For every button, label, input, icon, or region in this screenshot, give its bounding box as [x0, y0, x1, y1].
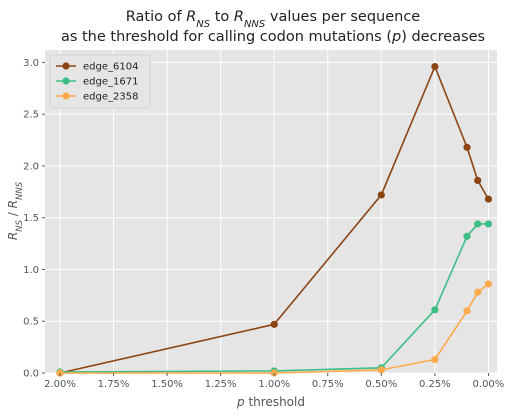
legend-frame: [49, 54, 151, 109]
legend-marker: [62, 62, 70, 70]
title-part: Ratio of: [126, 9, 186, 25]
title-part: R: [186, 9, 196, 25]
y-tick-label: 3.0: [23, 58, 39, 69]
ylabel-part: NS: [15, 219, 25, 231]
chart-title-line1: Ratio of RNS to RNNS values per sequence: [126, 9, 421, 30]
legend-item: edge_2358: [56, 92, 138, 103]
legend: edge_6104 edge_1671 edge_2358: [49, 54, 151, 109]
x-tick-label: 0.00%: [473, 379, 505, 390]
title-part: NS: [196, 19, 210, 30]
data-point: [377, 191, 385, 199]
y-tick-label: 2.5: [23, 110, 39, 121]
x-tick-label: 1.50%: [151, 379, 183, 390]
y-tick-label: 1.5: [23, 213, 39, 224]
data-point: [463, 143, 471, 151]
title-part: as the threshold for calling codon mutat…: [61, 29, 392, 45]
ylabel-part: R: [6, 232, 20, 240]
data-point: [463, 307, 471, 315]
title-part: ) decreases: [401, 29, 485, 45]
legend-item: edge_1671: [56, 77, 138, 88]
x-tick-label: 2.00%: [44, 379, 76, 390]
title-part: to: [210, 9, 234, 25]
chart-title-line2: as the threshold for calling codon mutat…: [61, 29, 485, 45]
data-point: [474, 288, 482, 296]
y-tick-label: 0.0: [23, 369, 39, 380]
data-point: [474, 220, 482, 228]
series-edge_6104: [56, 62, 493, 377]
y-tick-label: 2.0: [23, 161, 39, 172]
xlabel-part: threshold: [245, 395, 305, 409]
legend-marker: [62, 77, 70, 85]
y-tick-label: 1.0: [23, 265, 39, 276]
ylabel-part: R: [6, 200, 20, 208]
title-part: values per sequence: [265, 9, 420, 25]
x-tick-labels: 2.00% 1.75% 1.50% 1.25% 1.00% 0.75% 0.50% 0.25%…: [44, 373, 504, 390]
x-tick-label: 0.50%: [365, 379, 397, 390]
data-point: [431, 62, 439, 71]
legend-label: edge_1671: [83, 77, 138, 88]
xlabel-part: p: [236, 395, 245, 409]
data-point: [474, 176, 482, 185]
y-axis-label: RNS / RNNS: [6, 181, 25, 240]
legend-item: edge_6104: [56, 62, 138, 73]
legend-label: edge_2358: [83, 92, 138, 103]
x-tick-label: 0.75%: [312, 379, 344, 390]
data-point: [270, 320, 278, 328]
data-point: [431, 355, 439, 364]
data-point: [484, 220, 493, 228]
x-tick-label: 1.25%: [205, 379, 237, 390]
data-point: [377, 366, 385, 374]
title-part: NNS: [244, 19, 266, 30]
y-tick-labels: 0.0 0.5 1.0 1.5 2.0 2.5 3.0: [23, 58, 45, 380]
y-tick-label: 0.5: [23, 317, 39, 328]
x-tick-label: 0.25%: [419, 379, 451, 390]
x-axis-label: p threshold: [236, 395, 305, 409]
x-tick-label: 1.75%: [98, 379, 130, 390]
title-part: p: [391, 29, 401, 45]
legend-marker: [62, 92, 70, 100]
data-point: [431, 306, 439, 314]
x-tick-label: 1.00%: [258, 379, 290, 390]
title-part: R: [234, 9, 244, 25]
legend-label: edge_6104: [83, 62, 138, 73]
ylabel-part: /: [6, 208, 20, 220]
ylabel-part: NNS: [15, 181, 25, 200]
data-point: [484, 280, 493, 288]
data-point: [484, 195, 493, 203]
data-point: [463, 232, 471, 240]
